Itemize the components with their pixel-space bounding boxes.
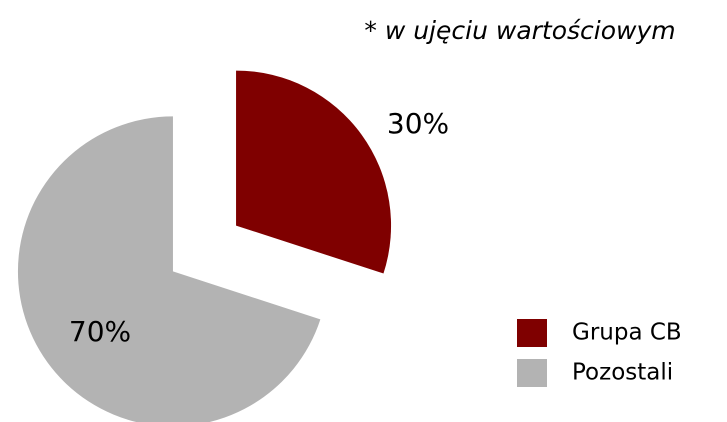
data-label: 70% [69, 315, 131, 348]
pie-slice [236, 70, 392, 274]
annotation: * w ujęciu wartościowym [364, 16, 675, 45]
pie-slice [18, 116, 321, 422]
legend-swatch [517, 359, 547, 387]
legend-swatch [517, 319, 547, 347]
legend-label: Grupa CB [572, 320, 682, 346]
data-label: 30% [387, 107, 449, 140]
legend-label: Pozostali [572, 360, 673, 386]
